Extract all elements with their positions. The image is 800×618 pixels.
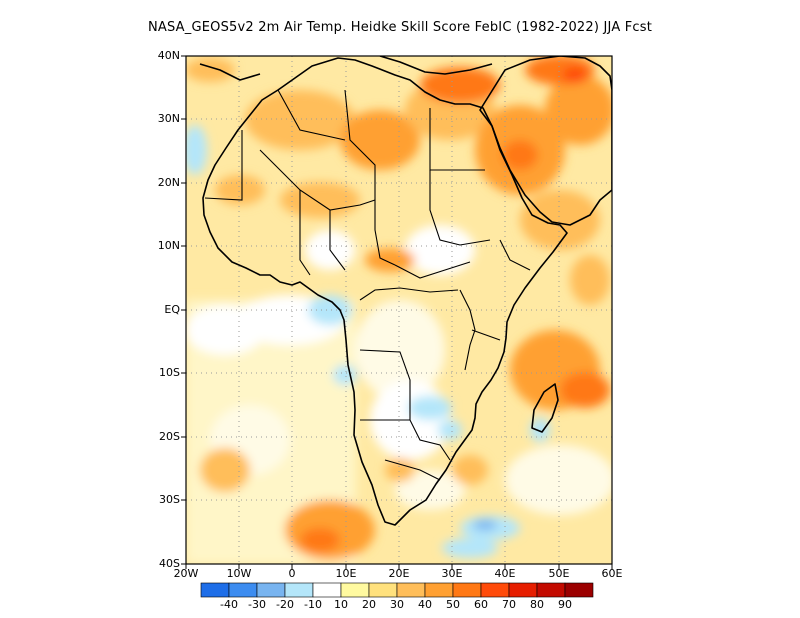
lat-label: 20S [159,430,180,443]
colorbar-label: -40 [220,598,238,611]
lon-label: 0 [288,567,296,580]
colorbar-label: 50 [446,598,460,611]
colorbar-swatch [536,582,566,598]
lon-label: 10E [335,567,357,580]
colorbar [200,582,594,598]
colorbar-swatch [312,582,342,598]
colorbar-swatch [508,582,538,598]
colorbar-label: 70 [502,598,516,611]
graticule [186,56,612,564]
lat-label: 40N [157,49,180,62]
lon-label: 40E [494,567,516,580]
colorbar-label: 10 [334,598,348,611]
lat-label: 40S [159,557,180,570]
axis-ticks [181,55,613,569]
colorbar-swatch [480,582,510,598]
lat-label: 10S [159,366,180,379]
colorbar-swatch [340,582,370,598]
colorbar-swatch [564,582,594,598]
lon-label: 60E [601,567,623,580]
colorbar-label: -20 [276,598,294,611]
colorbar-label: -10 [304,598,322,611]
shaded-field [186,56,612,564]
lon-label: 30E [441,567,463,580]
colorbar-swatch [228,582,258,598]
map-title: NASA_GEOS5v2 2m Air Temp. Heidke Skill S… [147,20,653,35]
lat-label: 20N [157,176,180,189]
colorbar-swatch [284,582,314,598]
colorbar-swatch [256,582,286,598]
lon-label: 20E [388,567,410,580]
colorbar-swatch [200,582,230,598]
coastlines [199,56,612,526]
colorbar-label: 80 [530,598,544,611]
colorbar-label: 40 [418,598,432,611]
colorbar-label: 30 [390,598,404,611]
colorbar-swatch [424,582,454,598]
colorbar-label: -30 [248,598,266,611]
colorbar-swatch [368,582,398,598]
lon-label: 10W [226,567,252,580]
lat-label: EQ [164,303,180,316]
colorbar-label: 60 [474,598,488,611]
lat-label: 10N [157,239,180,252]
borders [204,89,531,481]
lon-label: 20W [173,567,199,580]
colorbar-label: 20 [362,598,376,611]
lat-label: 30S [159,493,180,506]
colorbar-swatch [396,582,426,598]
lat-label: 30N [157,112,180,125]
colorbar-label: 90 [558,598,572,611]
colorbar-swatch [452,582,482,598]
lon-label: 50E [548,567,570,580]
